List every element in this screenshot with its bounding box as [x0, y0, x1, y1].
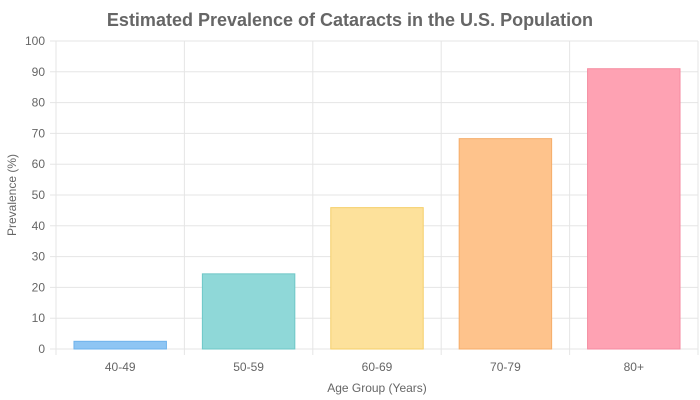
- y-tick-label: 70: [32, 126, 46, 140]
- bar-50-59[interactable]: [201, 273, 296, 350]
- bars: [73, 68, 681, 350]
- bar-60-69[interactable]: [330, 207, 424, 350]
- chart-title: Estimated Prevalence of Cataracts in the…: [107, 10, 593, 30]
- y-tick-label: 100: [25, 34, 45, 48]
- y-tick-label: 40: [32, 219, 46, 233]
- y-tick-label: 20: [32, 280, 46, 294]
- y-tick-label: 0: [38, 342, 45, 356]
- y-tick-label: 90: [32, 65, 46, 79]
- x-tick-label: 40-49: [105, 360, 136, 374]
- y-tick-label: 30: [32, 250, 46, 264]
- x-tick-label: 70-79: [490, 360, 521, 374]
- x-tick-label: 60-69: [362, 360, 393, 374]
- y-tick-label: 10: [32, 311, 46, 325]
- y-axis-label: Prevalence (%): [5, 154, 19, 236]
- bar-70-79[interactable]: [458, 138, 553, 350]
- y-tick-label: 60: [32, 157, 46, 171]
- x-axis-label: Age Group (Years): [327, 381, 427, 395]
- bar-40-49[interactable]: [73, 340, 167, 350]
- y-tick-label: 80: [32, 96, 46, 110]
- y-tick-label: 50: [32, 188, 46, 202]
- tick-labels: 0 10 20 30 40 50 60 70 80 90 100 40-49 50-59 60-69 70-…: [25, 34, 644, 374]
- x-tick-label: 50-59: [233, 360, 264, 374]
- bar-80+[interactable]: [587, 68, 681, 350]
- x-tick-label: 80+: [624, 360, 644, 374]
